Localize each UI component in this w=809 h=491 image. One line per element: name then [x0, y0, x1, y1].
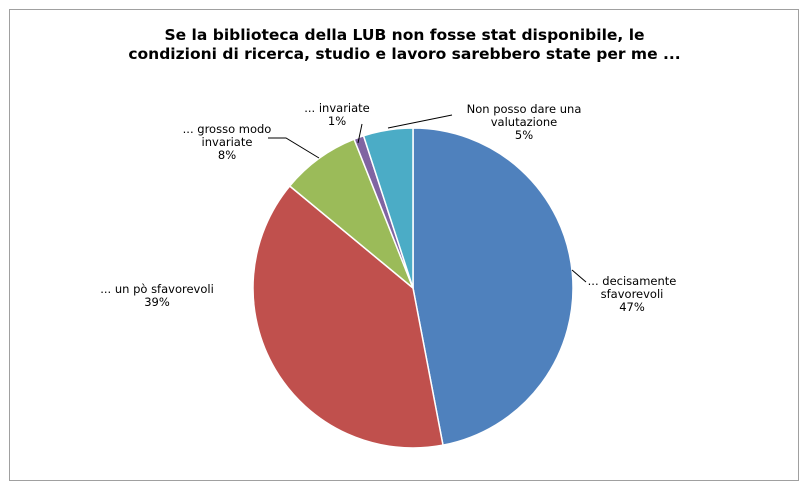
slice-label-line-1-1: ... decisamente — [588, 274, 677, 288]
chart-title-line-1: Se la biblioteca della LUB non fosse sta… — [164, 26, 645, 44]
leader-line-3 — [268, 137, 320, 159]
pie-slice-1 — [412, 127, 574, 447]
slice-label-2: ... un pò sfavorevoli 39% — [100, 282, 214, 309]
pie-slice-5 — [362, 127, 414, 289]
slice-label-line-3-2: invariate — [202, 135, 253, 149]
slice-percent-2: 39% — [144, 295, 170, 309]
slice-label-line-1-2: sfavorevoli — [601, 287, 664, 301]
leader-line-5 — [387, 114, 453, 129]
slice-label-line-2-1: ... un pò sfavorevoli — [100, 282, 214, 296]
slice-label-line-3-1: ... grosso modo — [183, 122, 272, 136]
slice-label-4: ... invariate 1% — [304, 101, 370, 128]
slice-label-line-5-1: Non posso dare una — [467, 102, 582, 116]
slice-percent-5: 5% — [515, 128, 533, 142]
pie-slice-2 — [252, 184, 444, 449]
leader-line-4 — [357, 123, 363, 144]
leader-line-1 — [571, 269, 587, 283]
slice-label-3: ... grosso modo invariate 8% — [183, 122, 272, 162]
chart-title-line-2: condizioni di ricerca, studio e lavoro s… — [128, 45, 681, 63]
slice-label-line-4-1: ... invariate — [304, 101, 370, 115]
slice-percent-4: 1% — [328, 114, 346, 128]
chart-title: Se la biblioteca della LUB non fosse sta… — [0, 26, 809, 64]
slice-label-5: Non posso dare una valutazione 5% — [467, 102, 582, 142]
slice-label-line-5-2: valutazione — [491, 115, 558, 129]
slice-label-1: ... decisamente sfavorevoli 47% — [588, 274, 677, 314]
slice-percent-3: 8% — [218, 148, 236, 162]
slice-percent-1: 47% — [619, 300, 645, 314]
